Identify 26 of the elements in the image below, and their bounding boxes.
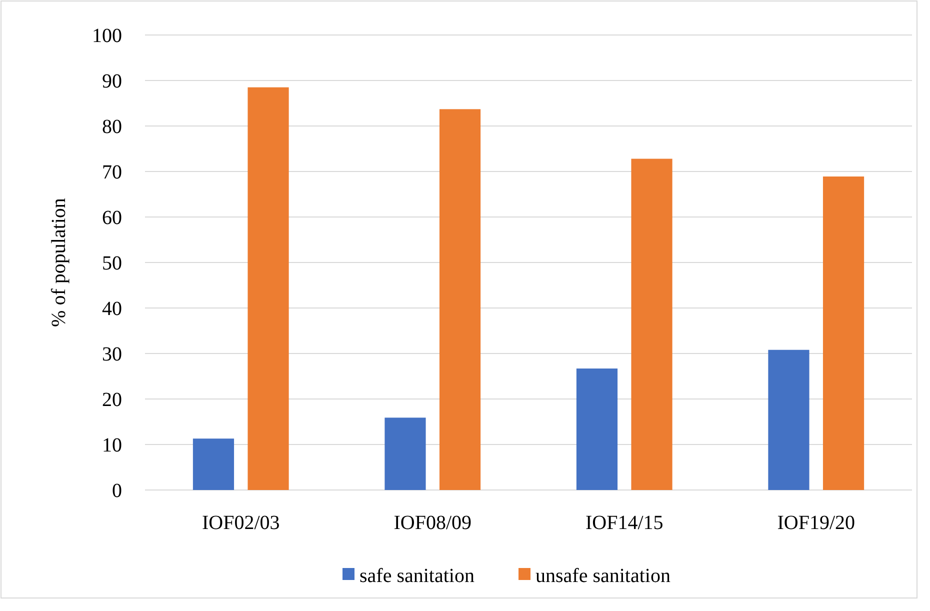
y-tick-label: 10 [102,434,122,456]
bar [248,87,289,490]
y-axis-title: % of population [48,198,70,327]
y-tick-label: 0 [112,480,122,502]
bar [822,176,864,490]
y-tick-label: 30 [102,344,122,366]
bar [768,350,810,490]
y-tick-label: 80 [102,116,122,138]
y-tick-label: 60 [102,207,122,229]
x-tick-label: IOF14/15 [585,512,664,534]
x-tick-label: IOF19/20 [777,512,856,534]
legend-label: unsafe sanitation [536,565,670,587]
bar [631,158,672,490]
y-tick-label: 20 [102,389,122,411]
bar [439,109,481,490]
bar [576,368,618,490]
x-tick-label: IOF02/03 [202,512,280,534]
x-tick-label: IOF08/09 [394,512,472,534]
y-tick-label: 90 [102,70,122,92]
legend-label: safe sanitation [360,565,474,587]
y-tick-label: 50 [102,252,122,274]
y-tick-label: 70 [102,162,122,184]
y-tick-label: 100 [92,25,122,47]
bar [192,438,234,490]
bar [384,418,426,490]
y-tick-label: 40 [102,298,122,320]
